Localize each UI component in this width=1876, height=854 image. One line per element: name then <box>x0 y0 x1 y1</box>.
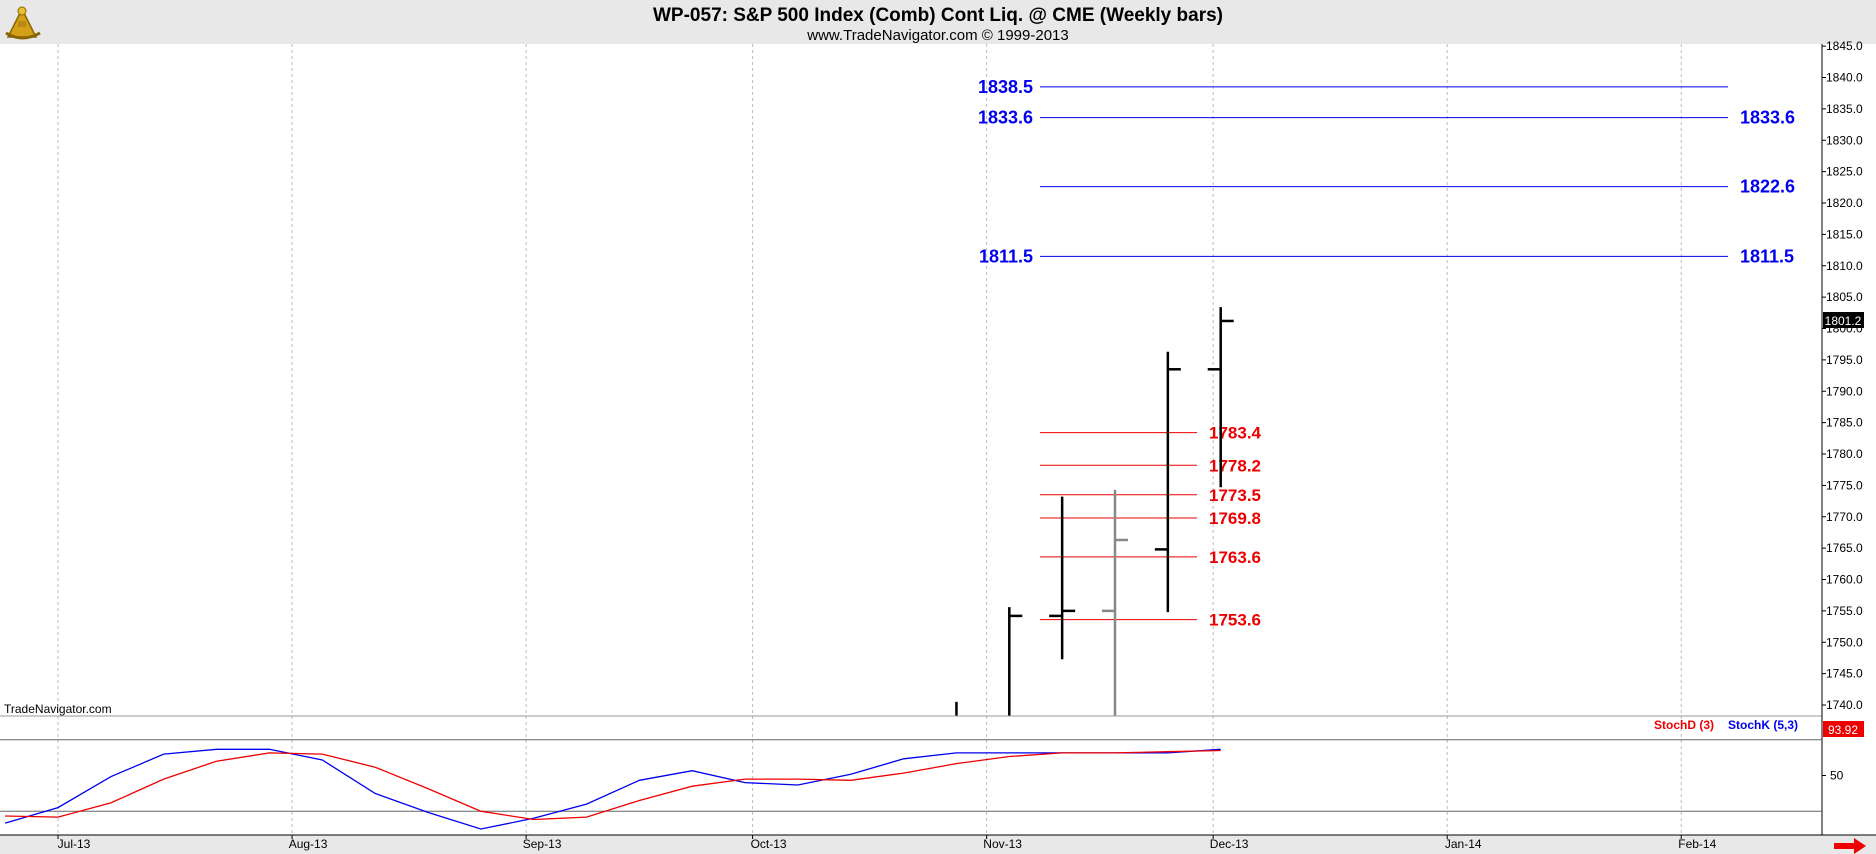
price-bars <box>955 307 1234 716</box>
plot-area <box>0 44 1822 716</box>
watermark: TradeNavigator.com <box>4 702 112 716</box>
right-arrow-icon[interactable] <box>1834 838 1866 854</box>
price-tick-label: 1745.0 <box>1826 667 1863 681</box>
price-tick-label: 1770.0 <box>1826 510 1863 524</box>
red-level-label: 1763.6 <box>1209 548 1261 567</box>
x-tick-label: Jan-14 <box>1445 837 1482 851</box>
red-level-label: 1778.2 <box>1209 456 1261 475</box>
chart-title: WP-057: S&P 500 Index (Comb) Cont Liq. @… <box>653 5 1223 26</box>
price-tick-label: 1750.0 <box>1826 635 1863 649</box>
sextant-logo-icon <box>5 6 41 40</box>
blue-level-right-label: 1833.6 <box>1740 108 1795 128</box>
price-tick-label: 1765.0 <box>1826 541 1863 555</box>
stoch-series-line <box>4 748 1221 830</box>
chart-subtitle: www.TradeNavigator.com © 1999-2013 <box>806 27 1068 44</box>
x-axis-ticks: Jul-13 Aug-13 Sep-13 Oct-13 Nov-13 Dec-13 Jan-… <box>57 835 1717 851</box>
price-tick-label: 1790.0 <box>1826 384 1863 398</box>
stoch-value-label: 93.92 <box>1828 723 1858 737</box>
red-level-label: 1773.5 <box>1209 486 1261 505</box>
current-price-box <box>1823 312 1864 328</box>
stochastic-panel: 50 <box>0 739 1844 830</box>
x-tick-label: Oct-13 <box>751 837 787 851</box>
stoch-tick-label: 50 <box>1830 769 1844 783</box>
price-tick-label: 1795.0 <box>1826 353 1863 367</box>
red-level-label: 1783.4 <box>1209 424 1262 443</box>
price-tick-label: 1825.0 <box>1826 165 1863 179</box>
price-tick-label: 1815.0 <box>1826 227 1863 241</box>
blue-level-right-label: 1822.6 <box>1740 177 1795 197</box>
x-axis-band <box>0 835 1876 854</box>
x-tick-label: Aug-13 <box>289 837 328 851</box>
price-axis-ticks: 1740.0 1745.0 1750.0 1755.0 1760.0 1765.0 1770… <box>1822 39 1863 712</box>
price-tick-label: 1810.0 <box>1826 259 1863 273</box>
stoch-series-line <box>5 749 1221 821</box>
legend-stochk: StochK (5,3) <box>1728 718 1798 732</box>
price-tick-label: 1785.0 <box>1826 416 1863 430</box>
price-tick-label: 1845.0 <box>1826 39 1863 53</box>
header-band <box>0 0 1876 44</box>
price-tick-label: 1755.0 <box>1826 604 1863 618</box>
price-tick-label: 1760.0 <box>1826 573 1863 587</box>
x-tick-label: Dec-13 <box>1210 837 1249 851</box>
x-tick-label: Nov-13 <box>983 837 1022 851</box>
price-tick-label: 1840.0 <box>1826 71 1863 85</box>
legend-stochd: StochD (3) <box>1654 718 1714 732</box>
price-tick-label: 1805.0 <box>1826 290 1863 304</box>
red-level-label: 1753.6 <box>1209 611 1261 630</box>
blue-level-left-label: 1838.5 <box>978 77 1033 97</box>
red-level-label: 1769.8 <box>1209 509 1261 528</box>
price-tick-label: 1835.0 <box>1826 102 1863 116</box>
blue-level-left-label: 1811.5 <box>979 246 1033 266</box>
price-tick-label: 1830.0 <box>1826 133 1863 147</box>
x-tick-label: Sep-13 <box>523 837 562 851</box>
blue-level-left-label: 1833.6 <box>978 108 1033 128</box>
current-price-label: 1801.2 <box>1825 314 1862 328</box>
x-tick-label: Feb-14 <box>1678 837 1716 851</box>
price-tick-label: 1740.0 <box>1826 698 1863 712</box>
price-tick-label: 1780.0 <box>1826 447 1863 461</box>
price-tick-label: 1775.0 <box>1826 478 1863 492</box>
stoch-value-box <box>1823 721 1864 737</box>
x-tick-label: Jul-13 <box>58 837 91 851</box>
blue-level-right-label: 1811.5 <box>1740 246 1794 266</box>
price-tick-label: 1820.0 <box>1826 196 1863 210</box>
red-levels: 1783.4 1778.2 1773.5 1769.8 1763.6 1753.6 <box>1040 424 1262 630</box>
blue-levels: 1838.5 1833.6 1833.6 1822.6 1811.5 1811.5 <box>978 77 1795 266</box>
